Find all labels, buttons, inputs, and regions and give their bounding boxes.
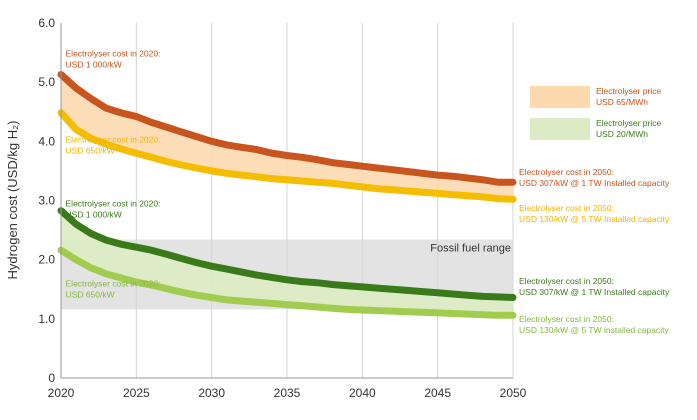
x-tick-label: 2025 (123, 386, 150, 400)
series-lines (57, 71, 517, 319)
series-annotation: Electrolyser cost in 2050: (519, 203, 614, 213)
legend-label: Electrolyser price (596, 86, 661, 96)
grid (135, 23, 514, 378)
series-annotation: USD 307/kW @ 1 TW Installed capacity (519, 178, 670, 188)
x-tick-label: 2050 (500, 386, 527, 400)
fossil-range-label: Fossil fuel range (430, 243, 511, 255)
series-annotation: USD 307/kW @ 1 TW Installed capacity (519, 287, 670, 297)
band-area (61, 74, 513, 200)
x-tick-label: 2020 (48, 386, 75, 400)
y-tick-label: 5.0 (38, 75, 55, 89)
y-tick-label: 2.0 (38, 253, 55, 267)
legend-label: Electrolyser price (596, 118, 661, 128)
series-annotation: Electrolyser cost in 2050: (519, 276, 614, 286)
legend-label: USD 65/MWh (596, 97, 648, 107)
y-axis-label: Hydrogen cost (USD/kg H₂) (5, 121, 20, 280)
series-annotation: USD 130/kW @ 5 TW Installed capacity (519, 214, 670, 224)
axes: 0 1.0 2.0 3.0 4.0 5.0 6.0 2020 2025 2030 2035 2040 2… (38, 16, 526, 400)
series-annotation: USD 650/kW (66, 146, 115, 156)
series-annotation: Electrolyser cost in 2050: (519, 167, 614, 177)
y-tick-label: 6.0 (38, 16, 55, 30)
legend-label: USD 20/MWh (596, 129, 648, 139)
series-annotation: Electrolyser cost in 2020: (66, 278, 161, 288)
series-annotation: Electrolyser cost in 2050: (519, 314, 614, 324)
series-annotation: Electrolyser cost in 2020: (66, 135, 161, 145)
series-annotation: Electrolyser cost in 2020: (66, 198, 161, 208)
x-tick-label: 2040 (349, 386, 376, 400)
series-annotation: Electrolyser cost in 2020: (66, 49, 161, 59)
series-line-s3 (57, 207, 517, 301)
series-line-s2 (57, 109, 517, 203)
series-line-s4 (57, 246, 517, 319)
y-tick-label: 0 (48, 371, 55, 385)
annotations: Electrolyser cost in 2020:USD 1 000/kWEl… (66, 49, 670, 335)
x-tick-label: 2045 (424, 386, 451, 400)
series-annotation: USD 650/kW (66, 289, 115, 299)
y-tick-label: 1.0 (38, 312, 55, 326)
series-annotation: USD 1 000/kW (66, 60, 122, 70)
x-tick-label: 2030 (198, 386, 225, 400)
legend-swatch (530, 118, 590, 140)
y-tick-label: 4.0 (38, 134, 55, 148)
legend-swatch (530, 86, 590, 108)
x-tick-label: 2035 (274, 386, 301, 400)
y-tick-label: 3.0 (38, 194, 55, 208)
series-annotation: USD 1 000/kW (66, 209, 122, 219)
series-line-s1 (57, 71, 517, 186)
series-annotation: USD 130/kW @ 5 TW installed capacity (519, 325, 669, 335)
